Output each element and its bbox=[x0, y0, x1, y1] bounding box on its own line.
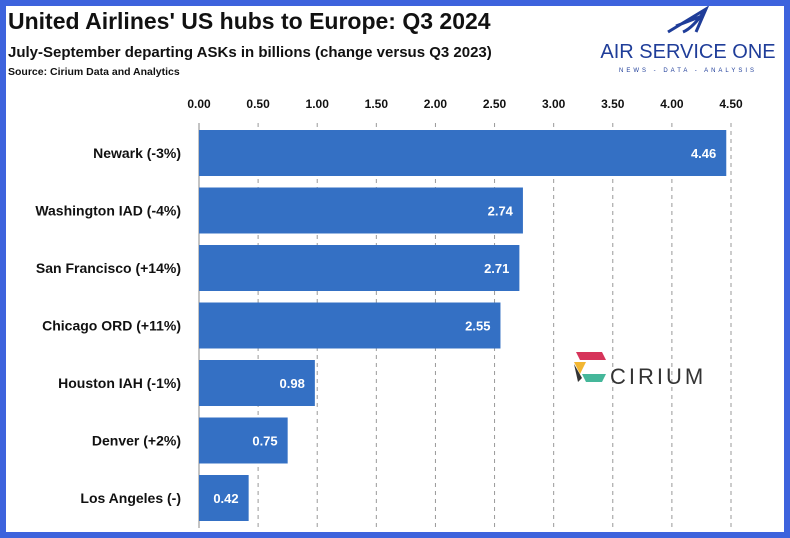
category-label: Los Angeles (-) bbox=[80, 490, 181, 506]
category-label: Denver (+2%) bbox=[92, 433, 181, 449]
bar bbox=[199, 417, 288, 464]
chart-subtitle: July-September departing ASKs in billion… bbox=[8, 44, 492, 61]
category-label: Houston IAH (-1%) bbox=[58, 375, 181, 391]
bar bbox=[199, 245, 520, 291]
data-label: 4.46 bbox=[691, 146, 716, 161]
data-label: 0.98 bbox=[280, 376, 305, 391]
cirium-text: CIRIUM bbox=[610, 364, 706, 389]
x-tick-label: 3.50 bbox=[601, 97, 625, 111]
x-tick-label: 2.00 bbox=[424, 97, 448, 111]
category-label: Newark (-3%) bbox=[93, 145, 181, 161]
category-label: Chicago ORD (+11%) bbox=[42, 318, 181, 334]
chart-source: Source: Cirium Data and Analytics bbox=[8, 66, 180, 78]
cirium-logo: CIRIUM bbox=[572, 344, 712, 399]
bar bbox=[199, 187, 523, 234]
data-label: 2.74 bbox=[488, 204, 514, 219]
chart-title: United Airlines' US hubs to Europe: Q3 2… bbox=[8, 8, 491, 34]
x-tick-label: 3.00 bbox=[542, 97, 566, 111]
data-label: 0.42 bbox=[213, 491, 238, 506]
x-tick-label: 1.50 bbox=[365, 97, 389, 111]
bar bbox=[199, 475, 249, 521]
tagline-text: NEWS - DATA - ANALYSIS bbox=[619, 68, 757, 74]
data-label: 0.75 bbox=[252, 434, 277, 449]
bar bbox=[199, 360, 315, 406]
plane-icon: AIR SERVICE ONE NEWS - DATA - ANALYSIS bbox=[600, 6, 776, 74]
bar bbox=[199, 302, 501, 349]
category-label: Washington IAD (-4%) bbox=[35, 203, 181, 219]
x-tick-label: 4.00 bbox=[660, 97, 684, 111]
air-service-one-logo: AIR SERVICE ONE NEWS - DATA - ANALYSIS bbox=[598, 6, 778, 76]
x-tick-label: 0.50 bbox=[246, 97, 270, 111]
data-label: 2.55 bbox=[465, 319, 490, 334]
data-label: 2.71 bbox=[484, 261, 509, 276]
x-tick-label: 4.50 bbox=[719, 97, 743, 111]
x-tick-label: 2.50 bbox=[483, 97, 507, 111]
category-label: San Francisco (+14%) bbox=[36, 260, 181, 276]
x-tick-label: 0.00 bbox=[187, 97, 211, 111]
x-tick-label: 1.00 bbox=[306, 97, 330, 111]
brand-text: AIR SERVICE ONE bbox=[600, 41, 775, 63]
bar bbox=[199, 130, 727, 176]
